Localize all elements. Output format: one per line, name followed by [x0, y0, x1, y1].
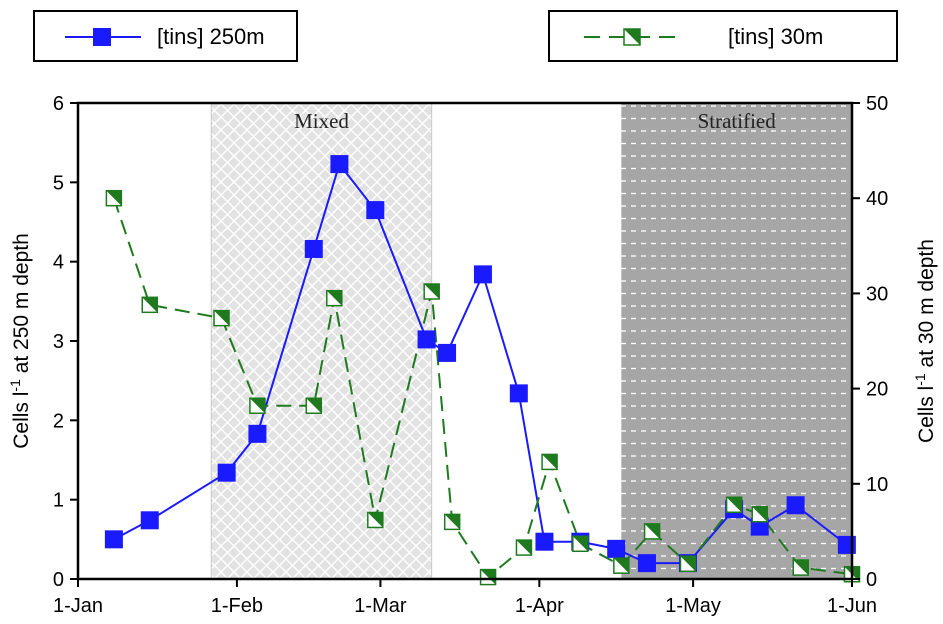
- data-point-30m: [305, 397, 323, 414]
- y-right-tick-label: 30: [866, 283, 888, 305]
- data-point-250m: [417, 330, 436, 349]
- x-tick-label: 1-Jun: [827, 595, 877, 617]
- legend-series-a: [tins] 250m: [33, 10, 298, 62]
- y-right-tick-label: 0: [866, 569, 877, 591]
- y-left-tick-label: 1: [53, 490, 64, 512]
- region-label-mixed: Mixed: [294, 109, 349, 133]
- data-point-250m: [217, 463, 236, 482]
- data-point-250m: [509, 384, 528, 403]
- data-point-30m: [572, 535, 589, 553]
- y-left-tick-label: 2: [53, 410, 64, 432]
- y-left-tick-label: 4: [53, 252, 64, 274]
- x-tick-label: 1-Feb: [211, 595, 263, 617]
- legend-series-b-label: [tins] 30m: [728, 24, 824, 49]
- data-point-30m: [479, 568, 497, 586]
- data-point-30m: [326, 289, 343, 307]
- legend-series-a-swatch: [65, 28, 141, 46]
- region-label-stratified: Stratified: [698, 109, 777, 133]
- data-point-30m: [679, 555, 697, 573]
- axes: 1-Jan 1-Feb 1-Mar 1-Apr 1-May 1-Jun 0 1 2 3 4 5 6 0 10…: [53, 93, 888, 617]
- data-point-30m: [613, 557, 630, 574]
- x-tick-label: 1-May: [665, 595, 721, 617]
- data-point-30m: [141, 296, 159, 314]
- y-left-tick-label: 6: [53, 93, 64, 115]
- data-point-30m: [367, 511, 384, 529]
- data-point-250m: [248, 424, 267, 443]
- data-point-30m: [515, 539, 533, 556]
- region-mixed: [210, 102, 433, 580]
- series-markers: [104, 155, 861, 586]
- x-tick-label: 1-Jan: [53, 595, 103, 617]
- data-point-30m: [792, 559, 809, 576]
- legend-series-a-label: [tins] 250m: [157, 24, 265, 49]
- data-point-30m: [541, 453, 558, 471]
- data-point-250m: [104, 530, 123, 549]
- y-left-tick-label: 3: [53, 331, 64, 353]
- data-point-30m: [423, 283, 440, 300]
- y-right-tick-label: 50: [866, 93, 888, 115]
- y-right-tick-label: 20: [866, 379, 888, 401]
- data-point-250m: [304, 239, 323, 258]
- series-line-30m: [112, 197, 853, 579]
- data-point-250m: [637, 554, 656, 573]
- data-point-30m: [751, 506, 768, 523]
- data-point-30m: [443, 513, 461, 531]
- data-point-250m: [473, 265, 492, 284]
- y-axis-right-title: Cells l-1 at 30 m depth: [912, 239, 938, 443]
- y-left-tick-label: 0: [53, 569, 64, 591]
- y-axis-left-title: Cells l-1 at 250 m depth: [7, 233, 33, 449]
- data-point-250m: [607, 539, 626, 558]
- data-point-30m: [105, 189, 123, 207]
- x-tick-label: 1-Apr: [515, 595, 564, 617]
- data-point-250m: [535, 532, 554, 551]
- y-left-tick-label: 5: [53, 172, 64, 194]
- legend-series-b-swatch: [584, 28, 680, 46]
- data-point-250m: [140, 511, 159, 530]
- data-point-30m: [643, 523, 661, 540]
- data-point-250m: [786, 496, 805, 515]
- x-tick-label: 1-Mar: [354, 595, 407, 617]
- shaded-regions: Mixed Stratified: [210, 102, 852, 580]
- data-point-30m: [213, 309, 230, 327]
- y-right-tick-label: 40: [866, 188, 888, 210]
- data-point-30m: [249, 397, 266, 414]
- data-point-250m: [366, 201, 385, 220]
- y-right-tick-label: 10: [866, 474, 888, 496]
- legend-series-b: [tins] 30m: [548, 10, 898, 62]
- data-point-250m: [330, 155, 349, 174]
- data-point-30m: [725, 496, 743, 513]
- data-point-250m: [438, 343, 457, 362]
